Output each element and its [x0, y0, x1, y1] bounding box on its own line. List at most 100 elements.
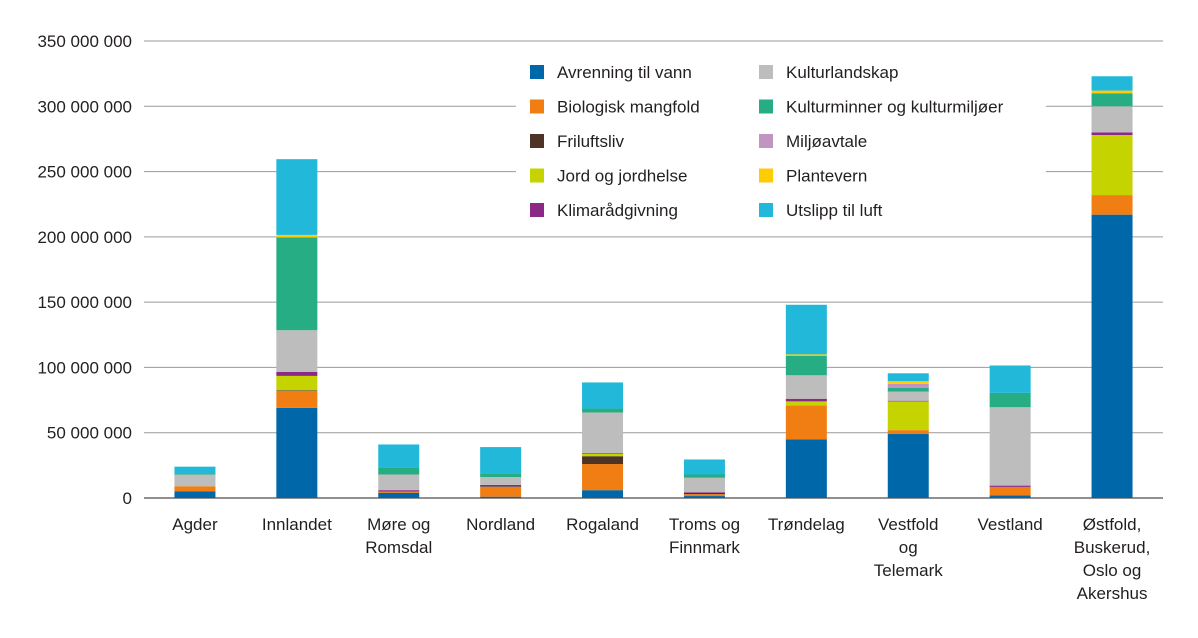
bar-segment: [785, 439, 827, 498]
bar-segment: [582, 453, 624, 457]
bar-segment: [276, 390, 318, 391]
bar-segment: [582, 452, 624, 454]
bar-segment: [887, 434, 929, 498]
bar-segment: [683, 477, 725, 493]
bar-segment: [1091, 90, 1133, 94]
bar-segment: [989, 495, 1031, 498]
bar-segment: [887, 401, 929, 431]
legend-swatch: [759, 65, 773, 79]
bar-segment: [887, 373, 929, 382]
bar-segment: [480, 477, 522, 485]
y-tick-label: 300 000 000: [37, 97, 132, 116]
legend-label: Miljøavtale: [786, 132, 867, 151]
category-label: Møre og Romsdal: [365, 515, 432, 557]
bar-segment: [1091, 106, 1133, 133]
legend: Avrenning til vann Biologisk mangfold Fril…: [516, 55, 1046, 227]
bar-segment: [276, 330, 318, 372]
bar-segment: [785, 401, 827, 406]
category-label: Agder: [172, 515, 218, 534]
bar-segment: [785, 405, 827, 440]
bar-segment: [378, 444, 420, 468]
bar-segment: [276, 375, 318, 391]
bar-segment: [887, 391, 929, 401]
legend-swatch: [530, 203, 544, 217]
bar-segment: [887, 400, 929, 402]
bars: [174, 76, 1133, 498]
x-axis-category-labels: Agder Innlandet Møre og Romsdal Nordland Roga…: [172, 515, 1150, 603]
legend-swatch: [530, 99, 544, 114]
bar-segment: [582, 412, 624, 453]
bar-segment: [785, 304, 827, 355]
legend-label: Klimarådgivning: [557, 201, 678, 220]
bar-segment: [480, 486, 522, 497]
bar-segment: [887, 387, 929, 392]
bar-segment: [276, 159, 318, 235]
bar-segment: [378, 467, 420, 475]
bar-segment: [378, 491, 420, 493]
bar-segment: [582, 408, 624, 413]
bar-segment: [582, 382, 624, 409]
bar-segment: [683, 474, 725, 478]
legend-label: Utslipp til luft: [786, 201, 883, 220]
bar-segment: [1091, 76, 1133, 91]
bar-segment: [582, 464, 624, 491]
legend-label: Kulturminner og kulturmiljøer: [786, 98, 1004, 117]
bar-segment: [276, 237, 318, 331]
legend-label: Jord og jordhelse: [557, 167, 687, 186]
bar-segment: [1091, 135, 1133, 196]
y-tick-label: 200 000 000: [37, 228, 132, 247]
bar-segment: [785, 375, 827, 399]
legend-swatch: [759, 203, 773, 217]
legend-swatch: [530, 168, 544, 183]
y-tick-label: 150 000 000: [37, 293, 132, 312]
y-tick-label: 50 000 000: [47, 424, 132, 443]
bar-segment: [174, 466, 216, 474]
bar-segment: [683, 494, 725, 497]
bar-segment: [887, 381, 929, 384]
bar-segment: [174, 491, 216, 498]
category-label: Nordland: [466, 515, 535, 534]
category-label: Innlandet: [262, 515, 332, 534]
legend-swatch: [530, 65, 544, 79]
bar-segment: [785, 354, 827, 356]
bar-segment: [480, 473, 522, 478]
bar-segment: [276, 371, 318, 376]
legend-background: [516, 55, 1046, 227]
bar-segment: [785, 398, 827, 402]
bar-segment: [1091, 214, 1133, 498]
bar-segment: [174, 473, 216, 475]
bar-segment: [1091, 132, 1133, 136]
bar-segment: [989, 486, 1031, 496]
legend-label: Kulturlandskap: [786, 63, 898, 82]
bar-segment: [378, 492, 420, 498]
bar-segment: [887, 430, 929, 435]
bar-segment: [989, 407, 1031, 486]
y-tick-label: 350 000 000: [37, 32, 132, 51]
bar-segment: [276, 234, 318, 238]
category-label: Rogaland: [566, 515, 639, 534]
legend-label: Avrenning til vann: [557, 63, 692, 82]
bar-segment: [683, 496, 725, 498]
category-label: Trøndelag: [768, 515, 845, 534]
legend-swatch: [530, 134, 544, 148]
legend-swatch: [759, 134, 773, 148]
bar-segment: [1091, 195, 1133, 215]
y-tick-label: 0: [123, 489, 132, 508]
bar-segment: [683, 492, 725, 493]
bar-segment: [989, 392, 1031, 408]
bar-segment: [480, 496, 522, 498]
bar-segment: [582, 490, 624, 498]
y-axis-tick-labels: 0 50 000 000 100 000 000 150 000 000 200 000…: [37, 32, 132, 508]
bar-segment: [276, 407, 318, 498]
bar-segment: [887, 383, 929, 388]
bar-segment: [989, 485, 1031, 487]
bar-segment: [378, 474, 420, 491]
legend-label: Biologisk mangfold: [557, 98, 700, 117]
bar-segment: [683, 492, 725, 495]
category-label: Østfold, Buskerud, Oslo og Akershus: [1074, 515, 1151, 603]
category-label: Vestland: [978, 515, 1043, 534]
bar-segment: [1091, 93, 1133, 107]
bar-segment: [480, 484, 522, 487]
bar-segment: [378, 490, 420, 492]
